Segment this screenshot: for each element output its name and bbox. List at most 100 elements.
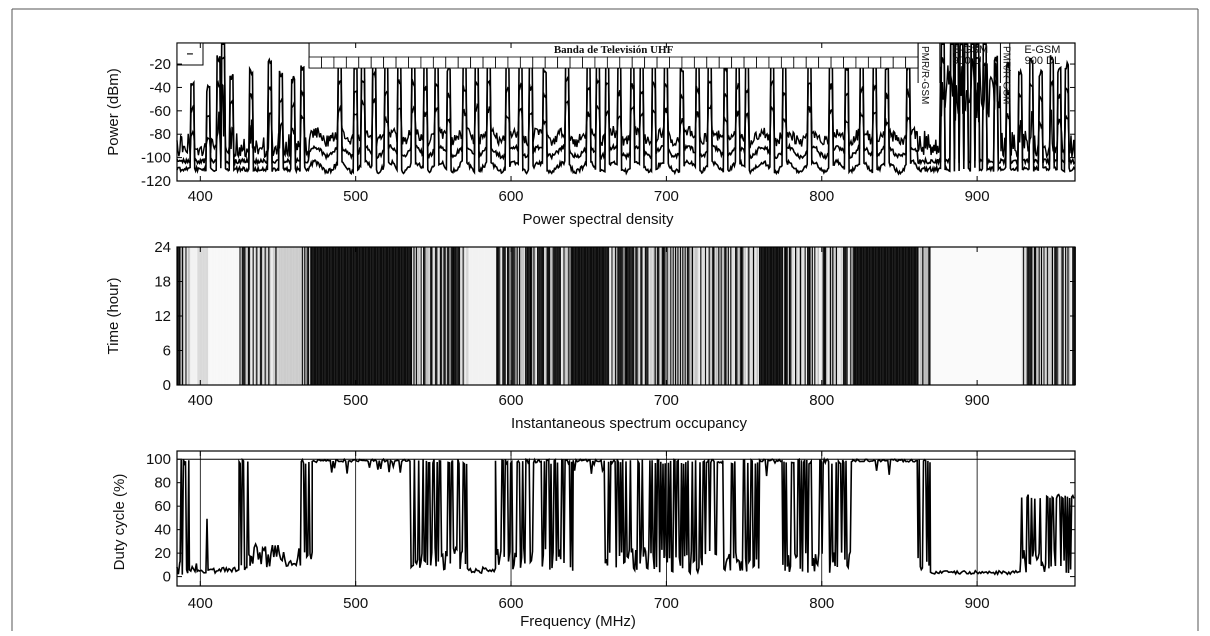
occupancy-column xyxy=(369,247,371,385)
occupancy-column xyxy=(514,247,516,385)
x-tick-label: 800 xyxy=(809,392,834,409)
occupancy-column xyxy=(492,247,494,385)
occupancy-column xyxy=(689,247,691,385)
occupancy-column xyxy=(204,247,206,385)
gsm-band-label: E-GSM xyxy=(952,44,988,56)
uhf-channel-cell xyxy=(867,56,882,69)
occupancy-column xyxy=(768,247,770,385)
occupancy-column xyxy=(629,247,631,385)
occupancy-column xyxy=(717,247,719,385)
occupancy-column xyxy=(628,247,630,385)
occupancy-column xyxy=(739,247,742,385)
duty-cycle-panel: 400 500 600 700 800 900 0 20 40 60 80 100 Duty cyc… xyxy=(111,450,1076,630)
occupancy-column xyxy=(366,247,368,385)
occupancy-column xyxy=(667,247,670,385)
occupancy-column xyxy=(195,247,197,385)
occupancy-column xyxy=(915,247,917,385)
occupancy-column xyxy=(424,247,426,385)
occupancy-column xyxy=(889,247,892,385)
occupancy-column xyxy=(268,247,270,385)
occupancy-column xyxy=(971,247,973,385)
occupancy-column xyxy=(888,247,890,385)
occupancy-column xyxy=(454,247,456,385)
occupancy-column xyxy=(649,247,652,385)
occupancy-column xyxy=(568,247,570,385)
occupancy-column xyxy=(239,247,241,385)
occupancy-column xyxy=(432,247,434,385)
occupancy-column xyxy=(887,247,889,385)
occupancy-column xyxy=(223,247,226,385)
occupancy-column xyxy=(899,247,901,385)
occupancy-x-ticks: 400 500 600 700 800 900 xyxy=(188,247,990,409)
occupancy-column xyxy=(784,247,786,385)
occupancy-column xyxy=(193,247,196,385)
occupancy-column xyxy=(856,247,858,385)
duty-y-axis-label: Duty cycle (%) xyxy=(111,474,128,571)
occupancy-column xyxy=(995,247,997,385)
occupancy-column xyxy=(928,247,930,385)
occupancy-column xyxy=(801,247,803,385)
occupancy-y-ticks: 0 6 12 18 24 xyxy=(154,239,1075,394)
occupancy-column xyxy=(670,247,672,385)
occupancy-column xyxy=(647,247,649,385)
occupancy-column xyxy=(867,247,869,385)
occupancy-column xyxy=(924,247,926,385)
occupancy-column xyxy=(343,247,346,385)
y-tick-label: -80 xyxy=(149,126,171,143)
occupancy-column xyxy=(700,247,702,385)
occupancy-column xyxy=(561,247,563,385)
occupancy-column xyxy=(589,247,592,385)
occupancy-column xyxy=(211,247,214,385)
occupancy-column xyxy=(892,247,894,385)
occupancy-column xyxy=(397,247,400,385)
occupancy-column xyxy=(1017,247,1019,385)
occupancy-column xyxy=(564,247,566,385)
occupancy-column xyxy=(527,247,529,385)
occupancy-column xyxy=(363,247,365,385)
occupancy-column xyxy=(789,247,791,385)
occupancy-column xyxy=(418,247,420,385)
occupancy-column xyxy=(749,247,751,385)
occupancy-column xyxy=(323,247,325,385)
occupancy-column xyxy=(736,247,738,385)
occupancy-column xyxy=(443,247,445,385)
occupancy-column xyxy=(378,247,380,385)
occupancy-column xyxy=(871,247,874,385)
occupancy-column xyxy=(291,247,293,385)
occupancy-column xyxy=(898,247,900,385)
occupancy-column xyxy=(353,247,355,385)
occupancy-column xyxy=(207,247,209,385)
occupancy-column xyxy=(329,247,331,385)
occupancy-column xyxy=(264,247,266,385)
pmr-band-label: PMR/R-GSM xyxy=(919,46,930,104)
occupancy-column xyxy=(213,247,215,385)
occupancy-column xyxy=(916,247,918,385)
occupancy-column xyxy=(852,247,854,385)
occupancy-column xyxy=(412,247,414,385)
occupancy-column xyxy=(185,247,187,385)
occupancy-column xyxy=(493,247,496,385)
occupancy-column xyxy=(697,247,700,385)
occupancy-column xyxy=(876,247,878,385)
occupancy-column xyxy=(930,247,932,385)
occupancy-column xyxy=(731,247,733,385)
occupancy-column xyxy=(923,247,925,385)
y-tick-label: 0 xyxy=(163,569,171,586)
occupancy-column xyxy=(940,247,942,385)
occupancy-column xyxy=(401,247,403,385)
occupancy-column xyxy=(1062,247,1064,385)
occupancy-column xyxy=(540,247,542,385)
occupancy-column xyxy=(1013,247,1015,385)
occupancy-column xyxy=(851,247,853,385)
y-tick-label: 60 xyxy=(154,498,171,515)
occupancy-column xyxy=(457,247,460,385)
occupancy-column xyxy=(400,247,402,385)
occupancy-column xyxy=(425,247,427,385)
uhf-channel-cell xyxy=(855,56,869,69)
occupancy-column xyxy=(750,247,752,385)
y-tick-label: 80 xyxy=(154,475,171,492)
uhf-channel-cell xyxy=(743,56,757,69)
occupancy-column xyxy=(462,247,464,385)
occupancy-column xyxy=(934,247,936,385)
